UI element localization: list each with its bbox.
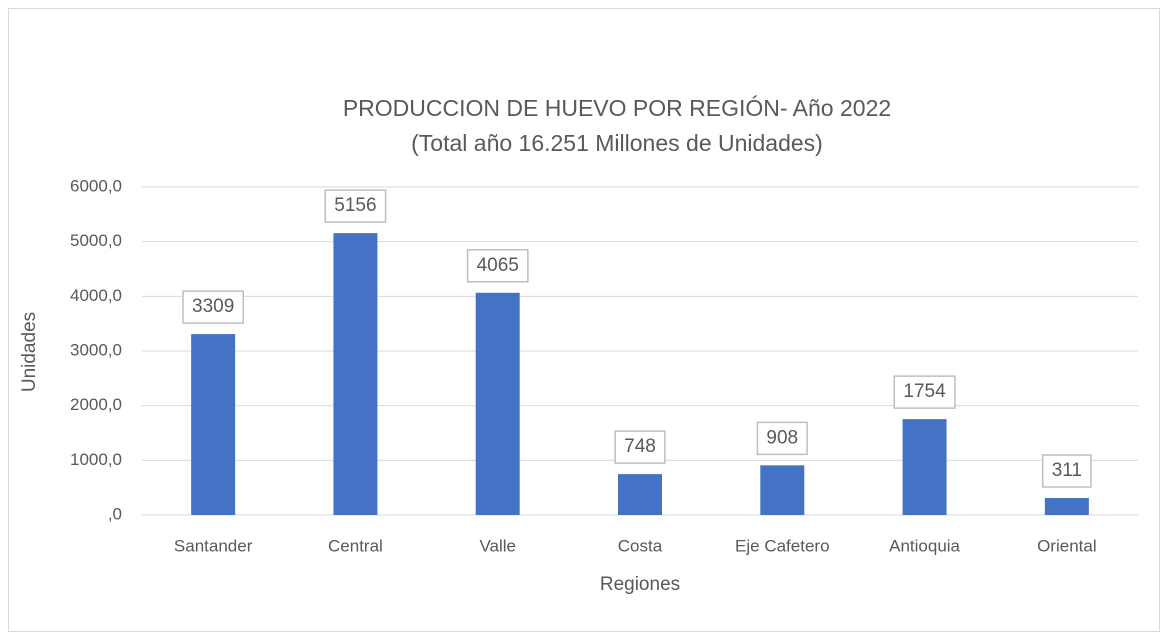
data-label-box — [182, 290, 245, 324]
y-tick-label: 6000,0 — [70, 176, 122, 195]
data-label: 311 — [1052, 460, 1082, 481]
x-axis-title: Regiones — [600, 574, 680, 595]
data-label-box — [756, 421, 808, 456]
x-tick-label: Valle — [479, 536, 516, 555]
y-tick-label: ,0 — [108, 504, 122, 523]
data-label: 748 — [624, 436, 656, 457]
y-tick-label: 3000,0 — [70, 340, 122, 359]
bar — [191, 334, 236, 515]
y-tick-label: 2000,0 — [70, 395, 122, 414]
bar — [760, 465, 805, 515]
y-tick-label: 4000,0 — [70, 286, 122, 305]
chart-title: PRODUCCION DE HUEVO POR REGIÓN- Año 2022 — [343, 95, 891, 121]
data-label: 1754 — [903, 381, 946, 402]
data-label: 5156 — [334, 195, 376, 216]
data-label-box — [893, 375, 956, 409]
x-tick-label: Antioquia — [889, 536, 960, 555]
x-tick-label: Santander — [174, 536, 253, 555]
bar — [333, 233, 378, 515]
data-label: 3309 — [192, 296, 234, 317]
chart-subtitle: (Total año 16.251 Millones de Unidades) — [411, 130, 823, 156]
y-tick-label: 5000,0 — [70, 231, 122, 250]
x-tick-label: Oriental — [1037, 536, 1097, 555]
y-axis-title: Unidades — [19, 312, 40, 392]
bar — [475, 292, 520, 515]
x-tick-label: Costa — [618, 536, 663, 555]
data-label: 4065 — [477, 255, 519, 276]
x-tick-label: Central — [328, 536, 383, 555]
x-tick-label: Eje Cafetero — [735, 536, 830, 555]
bar — [902, 419, 947, 515]
bar — [1044, 497, 1089, 515]
bar — [618, 474, 662, 515]
data-label: 908 — [766, 427, 798, 448]
data-label-box — [466, 249, 529, 283]
data-label-box — [614, 430, 666, 464]
y-tick-label: 1000,0 — [70, 450, 122, 469]
data-label-box — [324, 189, 387, 223]
data-label-box — [1041, 454, 1092, 488]
